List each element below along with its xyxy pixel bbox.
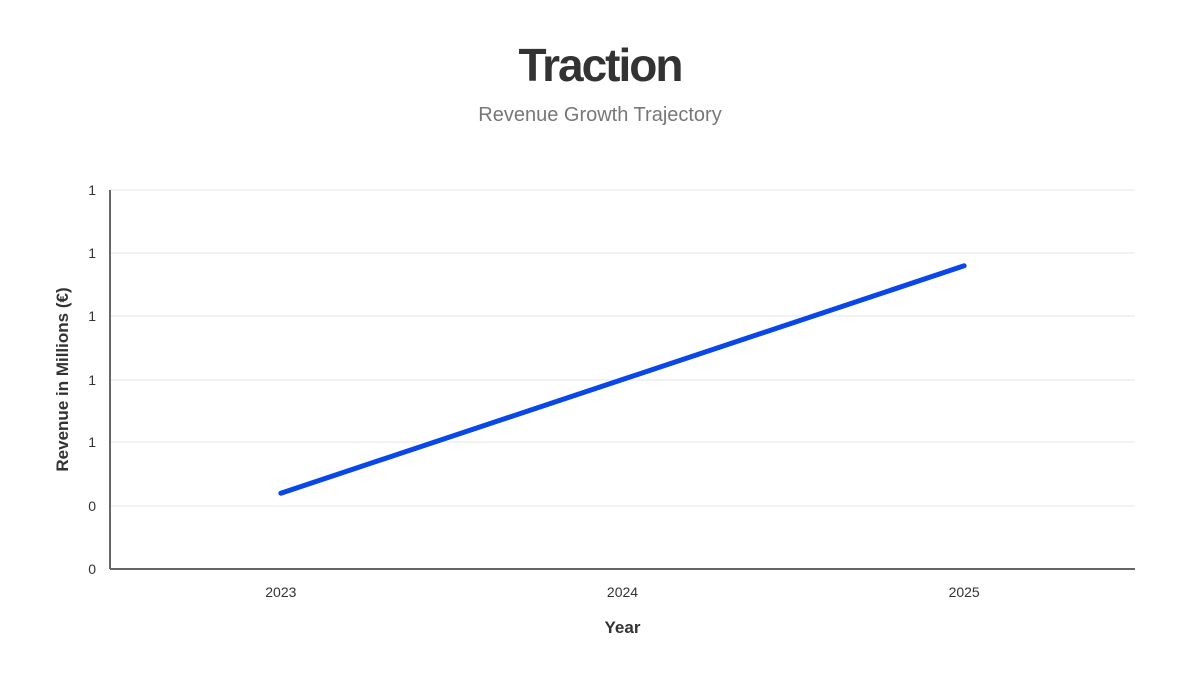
y-tick-label: 1 (88, 308, 96, 324)
y-tick-label: 1 (88, 434, 96, 450)
y-tick-label: 0 (88, 561, 96, 577)
series-line (278, 263, 967, 496)
axes (109, 190, 1135, 570)
x-tick-label: 2024 (607, 584, 638, 600)
y-tick-label: 1 (88, 182, 96, 198)
y-tick-label: 1 (88, 372, 96, 388)
x-axis-title: Year (605, 618, 641, 637)
y-tick-labels: 0 0 1 1 1 1 1 (88, 182, 96, 577)
series (278, 263, 967, 496)
chart-title: Traction (518, 39, 684, 91)
y-tick-label: 0 (88, 498, 96, 514)
x-tick-labels: 2023 2024 2025 (265, 584, 980, 600)
chart-subtitle: Revenue Growth Trajectory (478, 104, 722, 126)
y-axis-title: Revenue in Millions (€) (53, 287, 72, 471)
gridlines (110, 189, 1135, 507)
x-tick-label: 2025 (949, 584, 980, 600)
x-tick-label: 2023 (265, 584, 296, 600)
y-tick-label: 1 (88, 245, 96, 261)
